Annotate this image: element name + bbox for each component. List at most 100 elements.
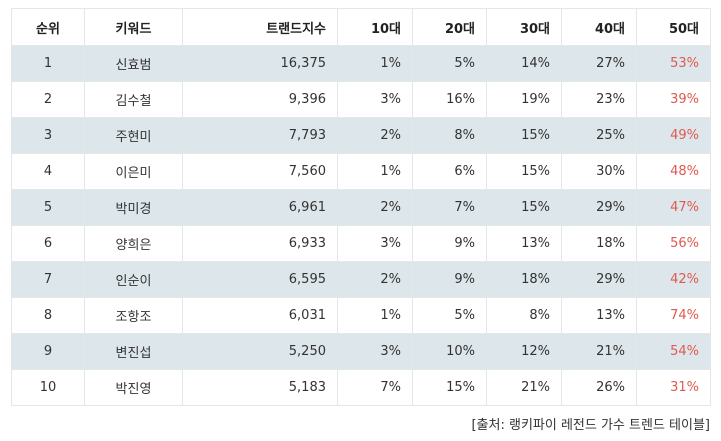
twenties-cell: 6% xyxy=(412,153,487,190)
header-teens: 10대 xyxy=(337,8,413,46)
thirties-cell: 21% xyxy=(486,369,562,406)
twenties-cell: 9% xyxy=(412,225,487,262)
table-row: 4 이은미 7,560 1% 6% 15% 30% 48% xyxy=(11,153,711,190)
source-caption: [출처: 랭키파이 레전드 가수 트렌드 테이블] xyxy=(471,418,710,433)
fifties-cell: 31% xyxy=(636,369,711,406)
rank-cell: 9 xyxy=(11,333,85,370)
teens-cell: 1% xyxy=(337,45,413,82)
twenties-cell: 8% xyxy=(412,117,487,154)
trend-table: 순위 키워드 트랜드지수 10대 20대 30대 40대 50대 1 신효범 1… xyxy=(11,8,711,406)
header-fifties: 50대 xyxy=(636,8,711,46)
twenties-cell: 9% xyxy=(412,261,487,298)
table-row: 5 박미경 6,961 2% 7% 15% 29% 47% xyxy=(11,189,711,226)
forties-cell: 25% xyxy=(561,117,637,154)
twenties-cell: 16% xyxy=(412,81,487,118)
header-twenties: 20대 xyxy=(412,8,487,46)
forties-cell: 26% xyxy=(561,369,637,406)
trend-table-container: 순위 키워드 트랜드지수 10대 20대 30대 40대 50대 1 신효범 1… xyxy=(11,8,711,406)
forties-cell: 21% xyxy=(561,333,637,370)
rank-cell: 1 xyxy=(11,45,85,82)
forties-cell: 27% xyxy=(561,45,637,82)
thirties-cell: 8% xyxy=(486,297,562,334)
trend-index-cell: 16,375 xyxy=(182,45,338,82)
fifties-cell: 48% xyxy=(636,153,711,190)
fifties-cell: 53% xyxy=(636,45,711,82)
header-forties: 40대 xyxy=(561,8,637,46)
rank-cell: 3 xyxy=(11,117,85,154)
fifties-cell: 74% xyxy=(636,297,711,334)
trend-index-cell: 9,396 xyxy=(182,81,338,118)
fifties-cell: 56% xyxy=(636,225,711,262)
header-thirties: 30대 xyxy=(486,8,562,46)
trend-index-cell: 6,595 xyxy=(182,261,338,298)
thirties-cell: 14% xyxy=(486,45,562,82)
table-row: 6 양희은 6,933 3% 9% 13% 18% 56% xyxy=(11,225,711,262)
keyword-cell: 김수철 xyxy=(84,81,183,118)
thirties-cell: 15% xyxy=(486,153,562,190)
forties-cell: 23% xyxy=(561,81,637,118)
fifties-cell: 49% xyxy=(636,117,711,154)
twenties-cell: 10% xyxy=(412,333,487,370)
teens-cell: 7% xyxy=(337,369,413,406)
table-row: 2 김수철 9,396 3% 16% 19% 23% 39% xyxy=(11,81,711,118)
keyword-cell: 양희은 xyxy=(84,225,183,262)
forties-cell: 29% xyxy=(561,261,637,298)
rank-cell: 5 xyxy=(11,189,85,226)
table-row: 3 주현미 7,793 2% 8% 15% 25% 49% xyxy=(11,117,711,154)
trend-index-cell: 5,183 xyxy=(182,369,338,406)
rank-cell: 4 xyxy=(11,153,85,190)
forties-cell: 29% xyxy=(561,189,637,226)
thirties-cell: 18% xyxy=(486,261,562,298)
header-keyword: 키워드 xyxy=(84,8,183,46)
table-header-row: 순위 키워드 트랜드지수 10대 20대 30대 40대 50대 xyxy=(11,8,711,46)
table-row: 10 박진영 5,183 7% 15% 21% 26% 31% xyxy=(11,369,711,406)
table-row: 8 조항조 6,031 1% 5% 8% 13% 74% xyxy=(11,297,711,334)
teens-cell: 3% xyxy=(337,81,413,118)
trend-index-cell: 7,560 xyxy=(182,153,338,190)
teens-cell: 1% xyxy=(337,297,413,334)
keyword-cell: 박미경 xyxy=(84,189,183,226)
keyword-cell: 주현미 xyxy=(84,117,183,154)
rank-cell: 6 xyxy=(11,225,85,262)
twenties-cell: 15% xyxy=(412,369,487,406)
twenties-cell: 7% xyxy=(412,189,487,226)
forties-cell: 18% xyxy=(561,225,637,262)
twenties-cell: 5% xyxy=(412,297,487,334)
fifties-cell: 42% xyxy=(636,261,711,298)
teens-cell: 3% xyxy=(337,333,413,370)
teens-cell: 2% xyxy=(337,117,413,154)
keyword-cell: 변진섭 xyxy=(84,333,183,370)
keyword-cell: 조항조 xyxy=(84,297,183,334)
forties-cell: 30% xyxy=(561,153,637,190)
thirties-cell: 13% xyxy=(486,225,562,262)
table-row: 1 신효범 16,375 1% 5% 14% 27% 53% xyxy=(11,45,711,82)
table-row: 7 인순이 6,595 2% 9% 18% 29% 42% xyxy=(11,261,711,298)
trend-index-cell: 7,793 xyxy=(182,117,338,154)
teens-cell: 2% xyxy=(337,261,413,298)
thirties-cell: 12% xyxy=(486,333,562,370)
rank-cell: 10 xyxy=(11,369,85,406)
keyword-cell: 인순이 xyxy=(84,261,183,298)
thirties-cell: 19% xyxy=(486,81,562,118)
trend-index-cell: 5,250 xyxy=(182,333,338,370)
rank-cell: 8 xyxy=(11,297,85,334)
rank-cell: 2 xyxy=(11,81,85,118)
keyword-cell: 박진영 xyxy=(84,369,183,406)
header-rank: 순위 xyxy=(11,8,85,46)
forties-cell: 13% xyxy=(561,297,637,334)
thirties-cell: 15% xyxy=(486,117,562,154)
trend-index-cell: 6,031 xyxy=(182,297,338,334)
keyword-cell: 이은미 xyxy=(84,153,183,190)
twenties-cell: 5% xyxy=(412,45,487,82)
trend-index-cell: 6,933 xyxy=(182,225,338,262)
teens-cell: 2% xyxy=(337,189,413,226)
teens-cell: 3% xyxy=(337,225,413,262)
keyword-cell: 신효범 xyxy=(84,45,183,82)
fifties-cell: 54% xyxy=(636,333,711,370)
fifties-cell: 47% xyxy=(636,189,711,226)
thirties-cell: 15% xyxy=(486,189,562,226)
fifties-cell: 39% xyxy=(636,81,711,118)
rank-cell: 7 xyxy=(11,261,85,298)
trend-index-cell: 6,961 xyxy=(182,189,338,226)
header-trend-index: 트랜드지수 xyxy=(182,8,338,46)
